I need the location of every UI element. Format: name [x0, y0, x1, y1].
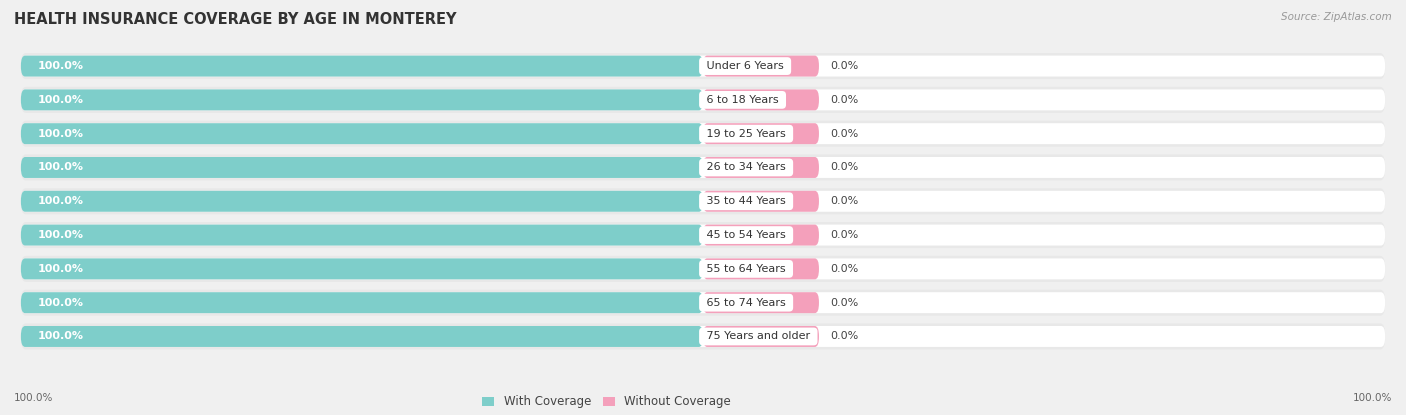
Text: 0.0%: 0.0% — [830, 61, 858, 71]
Text: 0.0%: 0.0% — [830, 163, 858, 173]
Text: 0.0%: 0.0% — [830, 230, 858, 240]
Text: 100.0%: 100.0% — [37, 332, 83, 342]
Text: 45 to 54 Years: 45 to 54 Years — [703, 230, 789, 240]
FancyBboxPatch shape — [703, 157, 818, 178]
Text: 100.0%: 100.0% — [37, 61, 83, 71]
FancyBboxPatch shape — [21, 259, 1385, 279]
Text: 100.0%: 100.0% — [37, 298, 83, 308]
FancyBboxPatch shape — [21, 191, 703, 212]
Text: 100.0%: 100.0% — [37, 230, 83, 240]
FancyBboxPatch shape — [21, 191, 1385, 212]
FancyBboxPatch shape — [21, 89, 1385, 110]
Text: 100.0%: 100.0% — [37, 264, 83, 274]
FancyBboxPatch shape — [703, 326, 818, 347]
FancyBboxPatch shape — [21, 157, 1385, 178]
FancyBboxPatch shape — [703, 191, 818, 212]
FancyBboxPatch shape — [21, 154, 1385, 181]
Text: 6 to 18 Years: 6 to 18 Years — [703, 95, 782, 105]
Text: 100.0%: 100.0% — [14, 393, 53, 403]
Text: 0.0%: 0.0% — [830, 129, 858, 139]
FancyBboxPatch shape — [21, 326, 1385, 347]
Text: 0.0%: 0.0% — [830, 332, 858, 342]
FancyBboxPatch shape — [703, 56, 818, 76]
FancyBboxPatch shape — [21, 157, 703, 178]
FancyBboxPatch shape — [21, 259, 703, 279]
FancyBboxPatch shape — [21, 121, 1385, 146]
FancyBboxPatch shape — [21, 222, 1385, 248]
Text: 0.0%: 0.0% — [830, 298, 858, 308]
Text: Under 6 Years: Under 6 Years — [703, 61, 787, 71]
Text: HEALTH INSURANCE COVERAGE BY AGE IN MONTEREY: HEALTH INSURANCE COVERAGE BY AGE IN MONT… — [14, 12, 457, 27]
FancyBboxPatch shape — [21, 323, 1385, 349]
Text: 100.0%: 100.0% — [37, 163, 83, 173]
Text: 19 to 25 Years: 19 to 25 Years — [703, 129, 789, 139]
Text: 26 to 34 Years: 26 to 34 Years — [703, 163, 789, 173]
FancyBboxPatch shape — [703, 292, 818, 313]
FancyBboxPatch shape — [21, 56, 1385, 76]
FancyBboxPatch shape — [21, 56, 703, 76]
Text: 75 Years and older: 75 Years and older — [703, 332, 814, 342]
FancyBboxPatch shape — [21, 326, 703, 347]
Text: Source: ZipAtlas.com: Source: ZipAtlas.com — [1281, 12, 1392, 22]
FancyBboxPatch shape — [21, 290, 1385, 316]
FancyBboxPatch shape — [703, 89, 818, 110]
Text: 0.0%: 0.0% — [830, 196, 858, 206]
Text: 55 to 64 Years: 55 to 64 Years — [703, 264, 789, 274]
FancyBboxPatch shape — [21, 188, 1385, 214]
FancyBboxPatch shape — [21, 225, 703, 246]
FancyBboxPatch shape — [21, 292, 1385, 313]
FancyBboxPatch shape — [21, 89, 703, 110]
Text: 100.0%: 100.0% — [37, 95, 83, 105]
FancyBboxPatch shape — [21, 123, 1385, 144]
FancyBboxPatch shape — [21, 53, 1385, 79]
FancyBboxPatch shape — [703, 123, 818, 144]
Legend: With Coverage, Without Coverage: With Coverage, Without Coverage — [482, 395, 731, 408]
FancyBboxPatch shape — [21, 256, 1385, 282]
FancyBboxPatch shape — [703, 259, 818, 279]
FancyBboxPatch shape — [21, 225, 1385, 246]
FancyBboxPatch shape — [21, 87, 1385, 113]
Text: 100.0%: 100.0% — [37, 196, 83, 206]
Text: 100.0%: 100.0% — [1353, 393, 1392, 403]
FancyBboxPatch shape — [21, 123, 703, 144]
FancyBboxPatch shape — [703, 225, 818, 246]
Text: 100.0%: 100.0% — [37, 129, 83, 139]
Text: 65 to 74 Years: 65 to 74 Years — [703, 298, 789, 308]
Text: 0.0%: 0.0% — [830, 264, 858, 274]
Text: 0.0%: 0.0% — [830, 95, 858, 105]
Text: 35 to 44 Years: 35 to 44 Years — [703, 196, 789, 206]
FancyBboxPatch shape — [21, 292, 703, 313]
